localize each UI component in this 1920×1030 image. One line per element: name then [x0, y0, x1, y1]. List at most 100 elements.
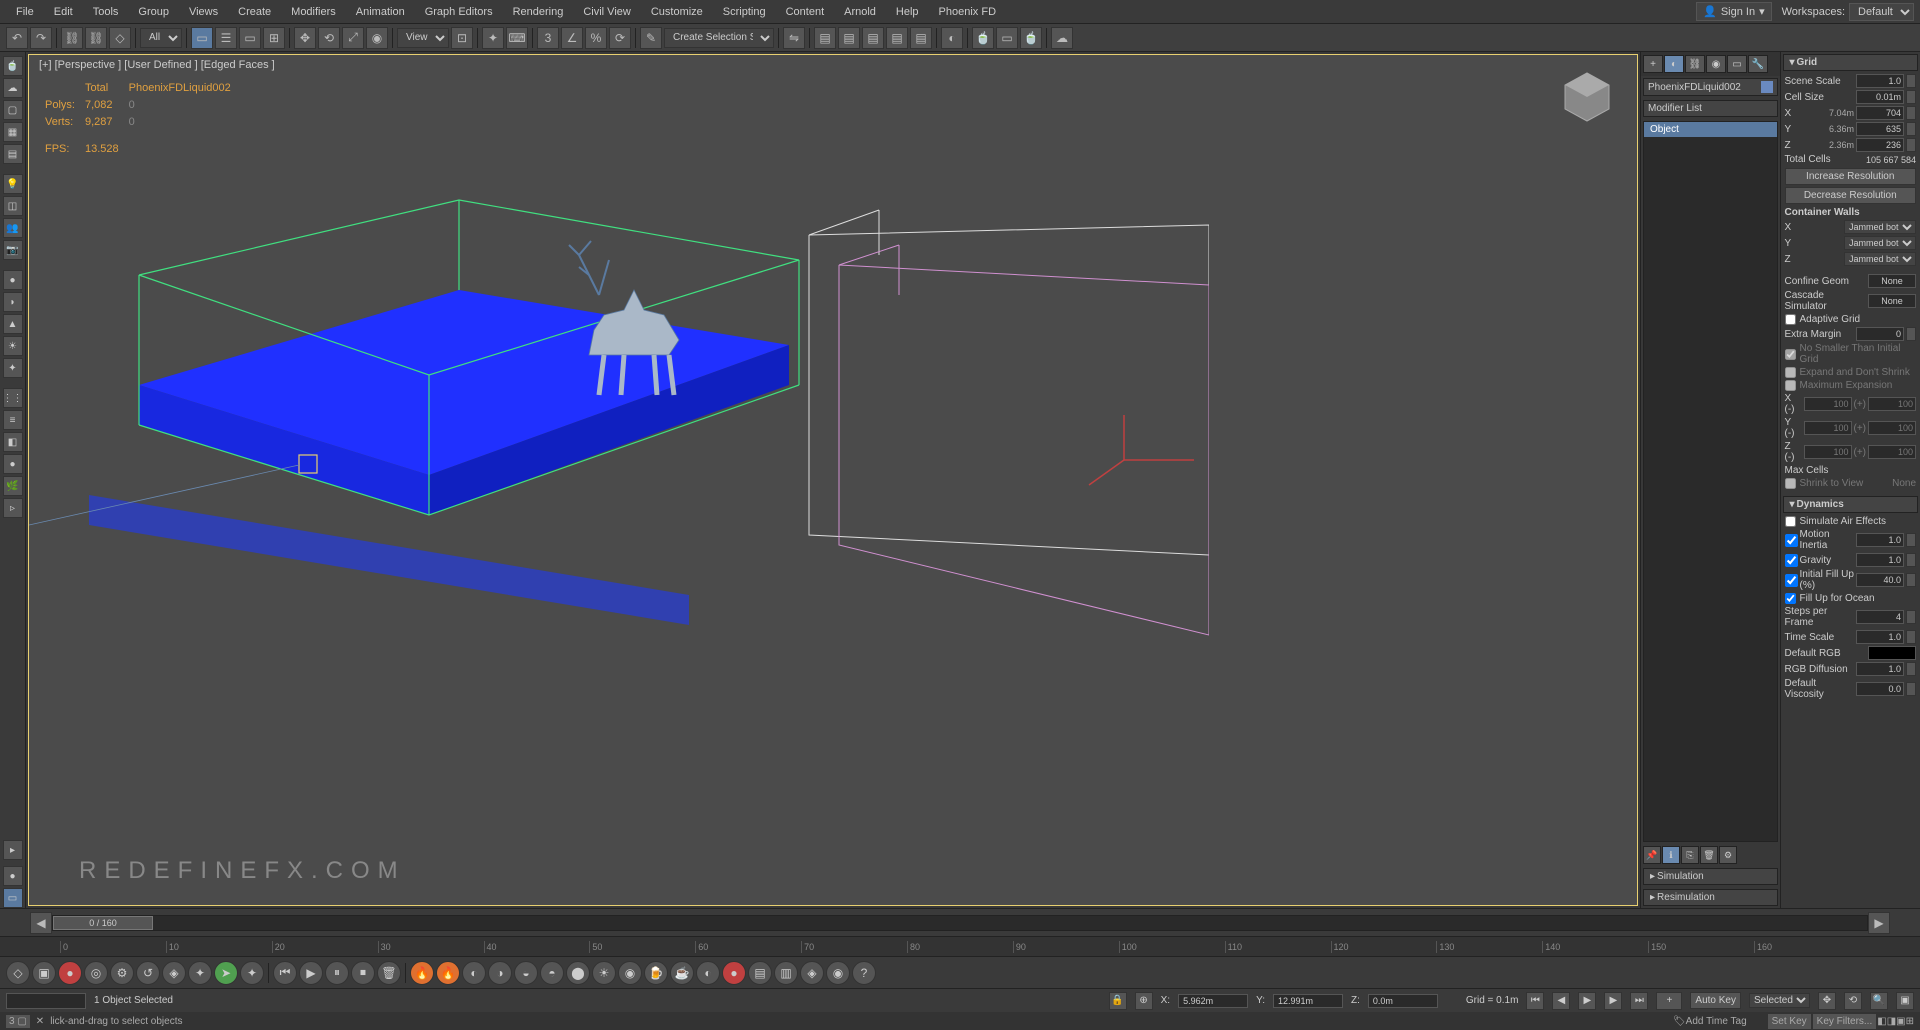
placement-button[interactable]: ◉: [366, 27, 388, 49]
select-button[interactable]: ▭: [191, 27, 213, 49]
decrease-resolution-button[interactable]: Decrease Resolution: [1785, 187, 1917, 204]
fx12-button[interactable]: ▤: [748, 961, 772, 985]
pause-button[interactable]: ⏸: [325, 961, 349, 985]
select-region-button[interactable]: ▭: [239, 27, 261, 49]
fx15-button[interactable]: ◉: [826, 961, 850, 985]
mirror-button[interactable]: ⇋: [783, 27, 805, 49]
adaptive-grid-checkbox[interactable]: [1785, 314, 1796, 325]
close-tab-button[interactable]: ✕: [36, 1016, 44, 1027]
particles-icon[interactable]: ⋮⋮: [3, 388, 23, 408]
scale-button[interactable]: ⤢: [342, 27, 364, 49]
keyfilters-button[interactable]: Key Filters...: [1812, 1013, 1878, 1030]
effect-icon[interactable]: ✦: [3, 358, 23, 378]
nav5-button[interactable]: ✦: [240, 961, 264, 985]
fx1-button[interactable]: ◐: [462, 961, 486, 985]
box-icon[interactable]: ▢: [3, 100, 23, 120]
fillup-input[interactable]: 40.0: [1856, 573, 1904, 587]
spinner[interactable]: [1906, 630, 1916, 644]
track-left-button[interactable]: ◀: [30, 912, 52, 934]
fur-icon[interactable]: ≡: [3, 410, 23, 430]
confine-geom-button[interactable]: None: [1868, 274, 1916, 288]
nav4-button[interactable]: ➤: [214, 961, 238, 985]
setkey-button[interactable]: Set Key: [1767, 1013, 1812, 1030]
next-frame-button[interactable]: ▶: [1604, 992, 1622, 1010]
layer-button[interactable]: ▤: [838, 27, 860, 49]
fillocean-checkbox[interactable]: [1785, 593, 1796, 604]
wall-x-select[interactable]: Jammed both: [1844, 220, 1916, 234]
fx11-button[interactable]: ●: [722, 961, 746, 985]
modifier-stack[interactable]: Object: [1643, 121, 1778, 842]
window-crossing-button[interactable]: ⊞: [263, 27, 285, 49]
simair-checkbox[interactable]: [1785, 516, 1796, 527]
edit-named-sel-button[interactable]: ✎: [640, 27, 662, 49]
inertia-input[interactable]: 1.0: [1856, 533, 1904, 547]
fx13-button[interactable]: ▥: [774, 961, 798, 985]
remove-modifier-button[interactable]: 🗑: [1700, 846, 1718, 864]
object-name-field[interactable]: PhoenixFDLiquid002: [1643, 78, 1778, 96]
viewnav3-button[interactable]: ▣: [1896, 1016, 1905, 1027]
fx9-button[interactable]: ☕: [670, 961, 694, 985]
time-ruler[interactable]: 010 2030 4050 6070 8090 100110 120130 14…: [0, 936, 1920, 956]
autokey-button[interactable]: Auto Key: [1690, 992, 1741, 1009]
pin-stack-button[interactable]: 📌: [1643, 846, 1661, 864]
time-slider[interactable]: 0 / 160: [52, 915, 1868, 931]
undo-button[interactable]: ↶: [6, 27, 28, 49]
viewnav2-button[interactable]: ◨: [1887, 1016, 1896, 1027]
nav-pan-button[interactable]: ✥: [1818, 992, 1836, 1010]
nav-dolly-button[interactable]: 🔍: [1870, 992, 1888, 1010]
make-unique-button[interactable]: ⎘: [1681, 846, 1699, 864]
list-icon[interactable]: ▤: [3, 144, 23, 164]
camera-icon[interactable]: 📷: [3, 240, 23, 260]
gravity-input[interactable]: 1.0: [1856, 553, 1904, 567]
menu-content[interactable]: Content: [776, 3, 835, 21]
spinner[interactable]: [1906, 553, 1916, 567]
extra-margin-input[interactable]: 0: [1856, 327, 1904, 341]
diffusion-input[interactable]: 1.0: [1856, 662, 1904, 676]
rollout-resimulation[interactable]: Resimulation: [1643, 889, 1778, 906]
ref-coord-select[interactable]: View: [397, 28, 449, 48]
menu-animation[interactable]: Animation: [346, 3, 415, 21]
menu-create[interactable]: Create: [228, 3, 281, 21]
snap-button[interactable]: 3: [537, 27, 559, 49]
spinner[interactable]: [1906, 122, 1916, 136]
cone-icon[interactable]: ▲: [3, 314, 23, 334]
fire1-button[interactable]: 🔥: [410, 961, 434, 985]
ribbon-button[interactable]: ▤: [862, 27, 884, 49]
keymode-select[interactable]: Selected: [1749, 993, 1810, 1008]
tab-hierarchy[interactable]: ⛓: [1685, 55, 1705, 73]
menu-help[interactable]: Help: [886, 3, 929, 21]
fx4-button[interactable]: ◓: [540, 961, 564, 985]
abs-button[interactable]: ◎: [84, 961, 108, 985]
prev-frame-button[interactable]: ◀: [1552, 992, 1570, 1010]
spinner[interactable]: [1906, 610, 1916, 624]
fillup-checkbox[interactable]: [1785, 574, 1798, 587]
perspective-viewport[interactable]: [+] [Perspective ] [User Defined ] [Edge…: [28, 54, 1638, 906]
iso-button[interactable]: ▣: [32, 961, 56, 985]
rollout-simulation[interactable]: Simulation: [1643, 868, 1778, 885]
x-cells-input[interactable]: 704: [1856, 106, 1904, 120]
timescale-input[interactable]: 1.0: [1856, 630, 1904, 644]
viewnav4-button[interactable]: ⊞: [1906, 1016, 1914, 1027]
tab-icon-small[interactable]: 3 ▢: [6, 1015, 30, 1028]
wall-y-select[interactable]: Jammed both: [1844, 236, 1916, 250]
tab-utilities[interactable]: 🔧: [1748, 55, 1768, 73]
spinner[interactable]: [1906, 573, 1916, 587]
object-color-swatch[interactable]: [1761, 81, 1773, 93]
render-button[interactable]: 🍵: [1020, 27, 1042, 49]
globe-icon[interactable]: ●: [3, 454, 23, 474]
menu-file[interactable]: File: [6, 3, 44, 21]
selection-filter[interactable]: All: [140, 28, 182, 48]
fx6-button[interactable]: ☀: [592, 961, 616, 985]
z-cells-input[interactable]: 236: [1856, 138, 1904, 152]
fx14-button[interactable]: ◈: [800, 961, 824, 985]
go-start-button[interactable]: ⏮: [1526, 992, 1544, 1010]
nav2-button[interactable]: ◈: [162, 961, 186, 985]
grid-header[interactable]: Grid: [1783, 54, 1919, 71]
link-button[interactable]: ⛓: [61, 27, 83, 49]
menu-scripting[interactable]: Scripting: [713, 3, 776, 21]
viscosity-input[interactable]: 0.0: [1856, 682, 1904, 696]
dome-icon[interactable]: ◗: [3, 292, 23, 312]
spinner[interactable]: [1906, 662, 1916, 676]
spinner[interactable]: [1906, 90, 1916, 104]
rotate-button[interactable]: ⟲: [318, 27, 340, 49]
